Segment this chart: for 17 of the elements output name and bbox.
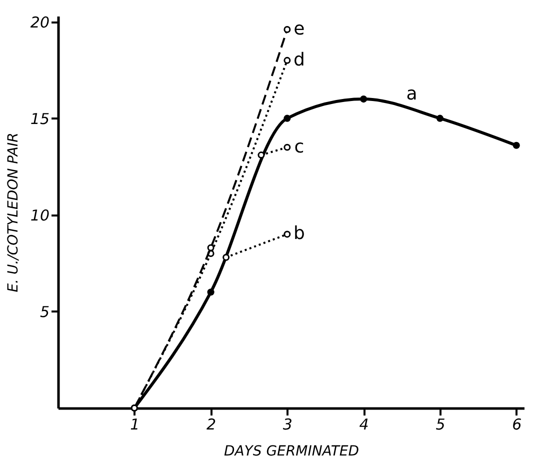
y-tick-label: 20 [30,13,50,32]
series-label: e [294,18,305,40]
y-tick-label: 15 [30,110,50,128]
y-tick-label: 5 [40,302,50,321]
series-label: c [294,136,304,158]
x-tick-label: 2 [206,416,216,434]
x-tick-label: 4 [359,416,369,434]
series-label: d [293,49,305,70]
x-axis-title: DAYS GERMINATED [224,444,360,460]
series-label: b [293,223,305,244]
x-tick-label: 6 [512,416,522,434]
x-tick-label: 5 [436,416,446,434]
series-label: a [406,84,418,105]
y-axis-title: E. U./COTYLEDON PAIR [5,132,22,292]
y-tick-label: 10 [30,206,50,224]
x-tick-label: 3 [282,416,292,434]
x-tick-label: 1 [130,416,140,434]
